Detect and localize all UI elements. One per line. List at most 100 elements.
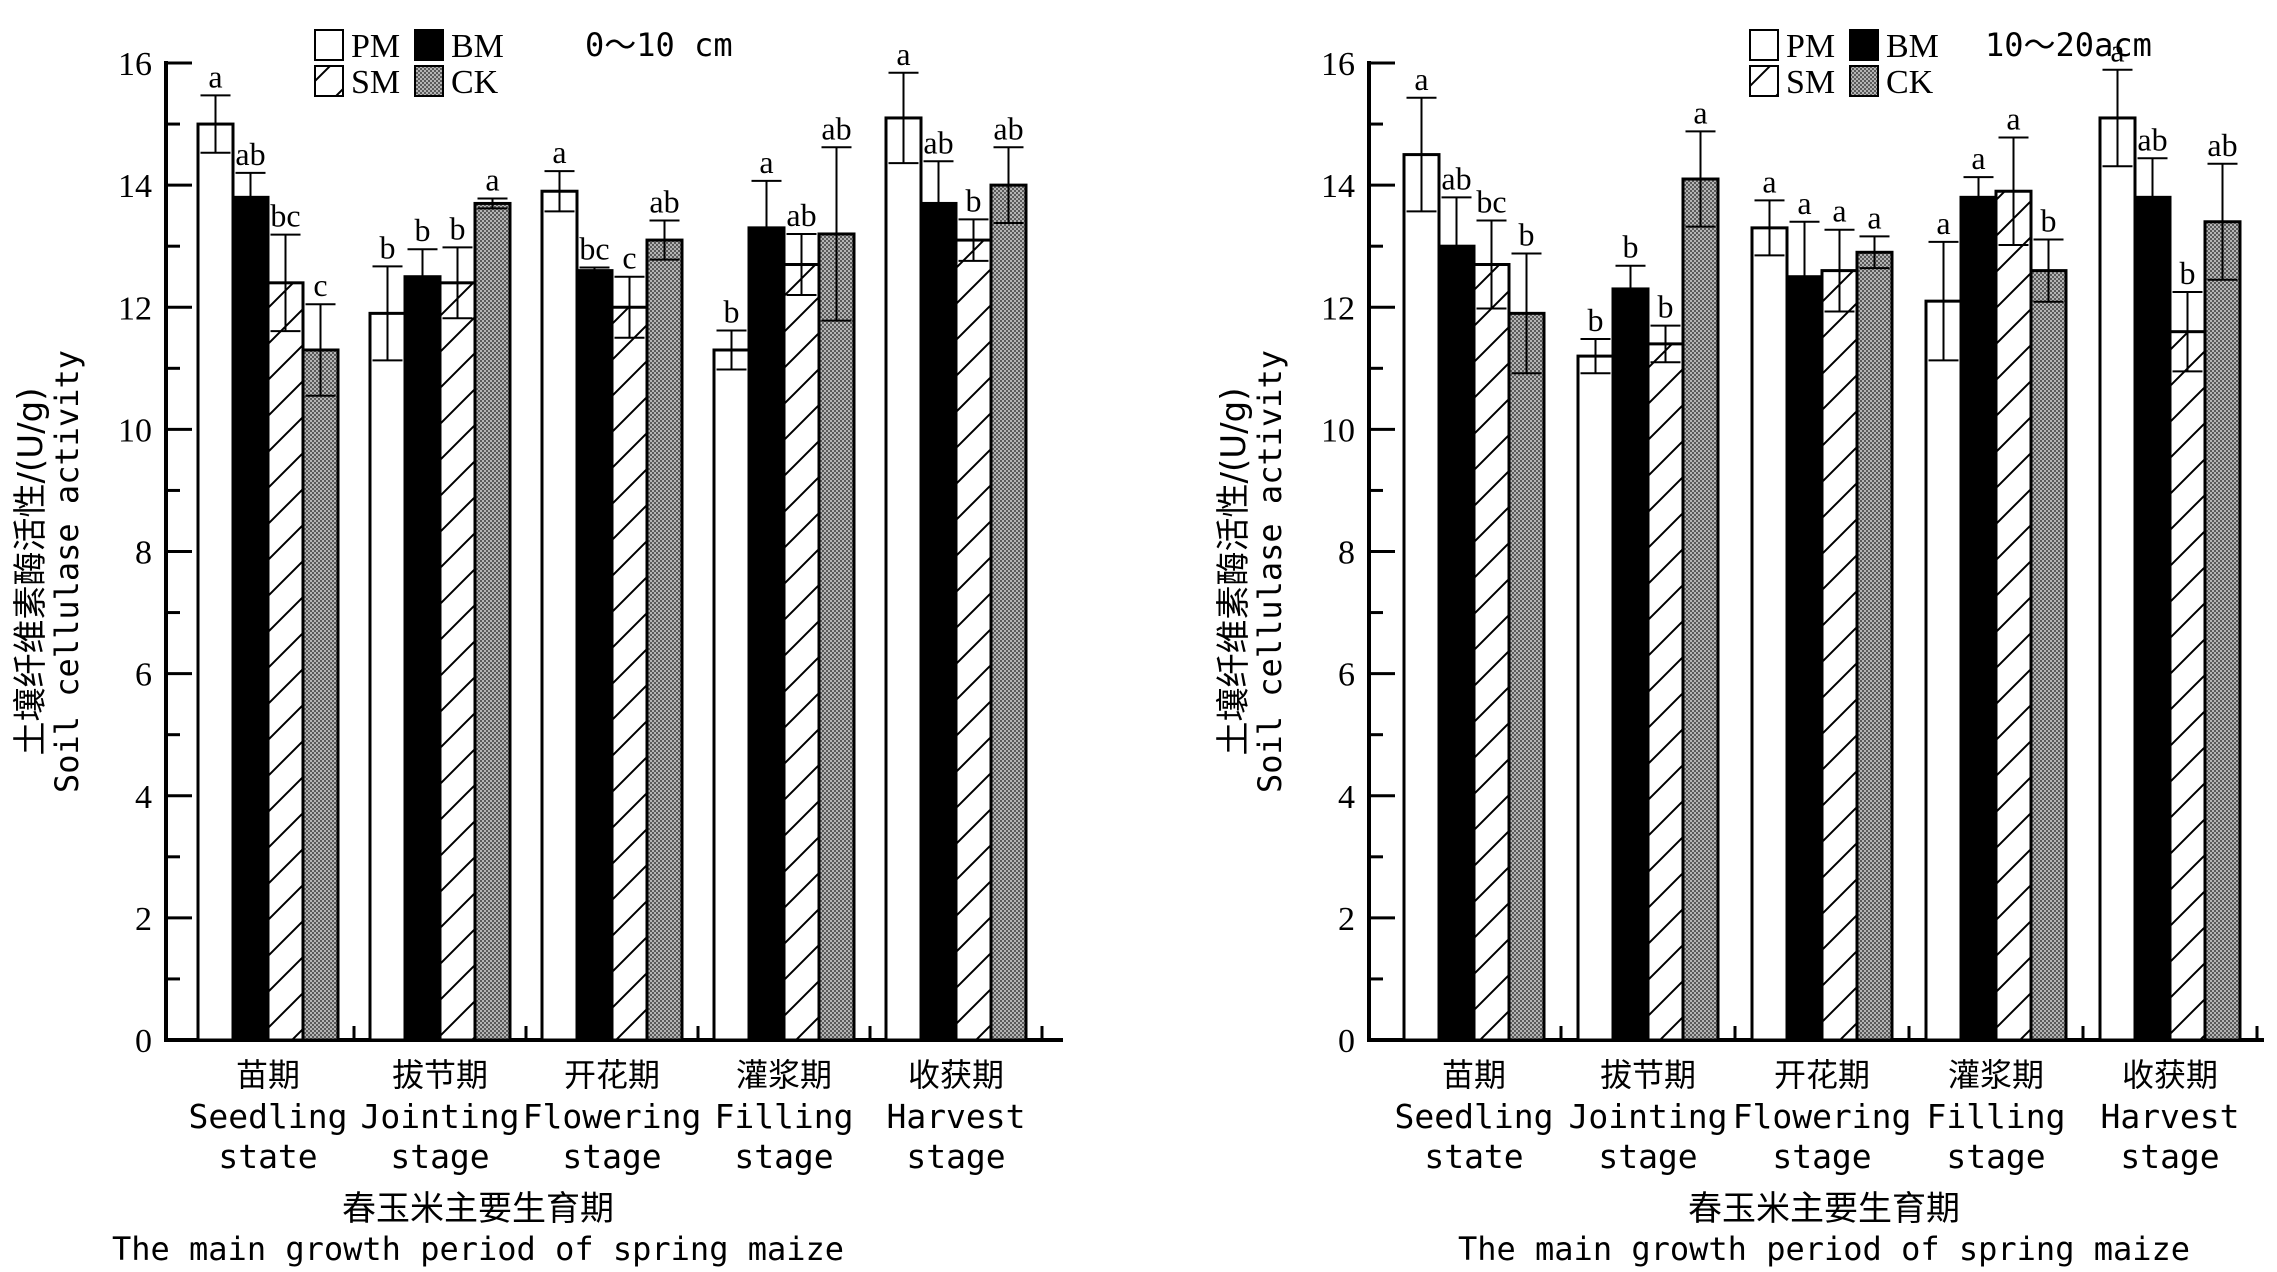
y-tick-label: 8: [135, 535, 152, 572]
chart-title-depth: 0～10 cm: [585, 26, 733, 64]
y-axis-title-cn: 土壤纤维素酶活性/(U/g): [11, 388, 51, 756]
significance-letter: c: [313, 267, 327, 303]
bar-ck: [301, 348, 340, 1042]
y-axis-title: 土壤纤维素酶活性/(U/g)Soil cellulase activity: [1214, 350, 1289, 793]
significance-letter: a: [2110, 33, 2124, 69]
y-axis-title-cn: 土壤纤维素酶活性/(U/g): [1214, 388, 1254, 756]
bar-ck: [2029, 269, 2068, 1042]
y-tick-label: 6: [135, 657, 152, 694]
bar-ck: [989, 183, 1028, 1042]
significance-letter: a: [896, 36, 910, 72]
bar-bm: [1959, 195, 1998, 1042]
x-tick-label-cn: 苗期: [236, 1056, 300, 1094]
significance-letter: ab: [2137, 121, 2167, 157]
x-tick-label-en-2: state: [1424, 1137, 1523, 1176]
x-tick-label-cn: 灌浆期: [736, 1056, 832, 1094]
significance-letter: ab: [2207, 127, 2237, 163]
bar-pm: [712, 348, 751, 1042]
significance-letter: ab: [1441, 160, 1471, 196]
bar-ck: [1681, 177, 1720, 1042]
significance-letter: a: [1693, 94, 1707, 130]
chart-10-20cm: 0 2 4 6 8 10 12 14 16 土壤纤维素酶活性/(U/g)Soil cellulas…: [1214, 26, 2264, 1268]
bar-pm: [196, 122, 235, 1042]
legend-swatch-ck: [1849, 65, 1879, 97]
x-tick-label-en: Seedling: [189, 1097, 348, 1136]
bar-bm: [1611, 287, 1650, 1042]
significance-letter: a: [208, 58, 222, 94]
significance-letter: a: [759, 144, 773, 180]
bar-bm: [2133, 195, 2172, 1042]
significance-letter: b: [1519, 217, 1535, 253]
bar-bm: [575, 269, 614, 1042]
significance-letter: b: [724, 293, 740, 329]
significance-letter: a: [1832, 193, 1846, 229]
significance-letter: a: [1762, 163, 1776, 199]
bar-sm: [1646, 342, 1685, 1042]
legend-swatch-ck: [414, 65, 444, 97]
bar-pm: [1750, 226, 1789, 1042]
bar-sm: [1820, 269, 1859, 1042]
y-tick-label: 10: [118, 412, 152, 449]
bar-ck: [1855, 250, 1894, 1042]
significance-letter: ab: [821, 110, 851, 146]
bar-bm: [231, 195, 270, 1042]
legend-label-bm: BM: [1886, 28, 1939, 65]
significance-letter: ab: [235, 136, 265, 172]
x-tick-label-en-2: stage: [1772, 1137, 1871, 1176]
y-tick-label: 12: [118, 290, 152, 327]
significance-letter: b: [2180, 255, 2196, 291]
bar-sm: [1994, 189, 2033, 1042]
bar-sm: [266, 281, 305, 1042]
significance-letter: b: [380, 229, 396, 265]
x-tick-label-cn: 收获期: [2122, 1056, 2218, 1094]
y-tick-label: 6: [1338, 657, 1355, 694]
legend-label-pm: PM: [1786, 28, 1835, 65]
bar-ck: [817, 232, 856, 1042]
significance-letter: bc: [579, 231, 609, 267]
x-tick-label-cn: 拔节期: [1600, 1056, 1696, 1094]
legend: PM BM SM CK: [314, 28, 504, 101]
bar-pm: [2098, 116, 2137, 1042]
legend-swatch-bm: [1849, 29, 1879, 61]
y-tick-label: 4: [135, 779, 152, 816]
bar-sm: [610, 305, 649, 1042]
x-tick-label-en: Filling: [1926, 1097, 2065, 1136]
legend-swatch-sm: [314, 65, 344, 97]
significance-letter: ab: [993, 110, 1023, 146]
bar-bm: [919, 201, 958, 1042]
y-tick-label: 8: [1338, 535, 1355, 572]
x-tick-label-en-2: stage: [390, 1137, 489, 1176]
significance-letter: bc: [1476, 184, 1506, 220]
significance-letter: a: [1797, 185, 1811, 221]
significance-letter: bc: [270, 198, 300, 234]
bar-pm: [540, 189, 579, 1042]
significance-letter: b: [1588, 302, 1604, 338]
y-tick-label: 14: [118, 168, 152, 205]
x-tick-label-en-2: stage: [2120, 1137, 2219, 1176]
bar-bm: [1785, 275, 1824, 1042]
x-tick-label-en-2: stage: [906, 1137, 1005, 1176]
y-tick-label: 10: [1321, 412, 1355, 449]
chart-title-depth: 10～20acm: [1985, 26, 2152, 64]
x-tick-label-cn: 灌浆期: [1948, 1056, 2044, 1094]
x-tick-label-en-2: stage: [1946, 1137, 2045, 1176]
bar-ck: [645, 238, 684, 1042]
significance-letter: a: [2006, 100, 2020, 136]
legend-swatch-pm: [314, 29, 344, 61]
x-tick-label-en: Seedling: [1395, 1097, 1554, 1136]
bar-sm: [2168, 330, 2207, 1042]
x-tick-label-en: Filling: [714, 1097, 853, 1136]
significance-letter: a: [485, 162, 499, 198]
x-tick-label-en: Flowering: [523, 1097, 702, 1136]
legend-label-sm: SM: [1786, 64, 1835, 101]
x-tick-label-en-2: stage: [734, 1137, 833, 1176]
chart-0-10cm: 0 2 4 6 8 10 12 14 16 土壤纤维素酶活性/(U/g)Soil cellulas…: [11, 26, 1063, 1268]
significance-letter: a: [1414, 61, 1428, 97]
legend-label-sm: SM: [351, 64, 400, 101]
x-tick-label-en-2: stage: [1598, 1137, 1697, 1176]
x-tick-label-en: Harvest: [2100, 1097, 2239, 1136]
y-tick-label: 2: [135, 901, 152, 938]
bar-pm: [1402, 153, 1441, 1042]
y-tick-label: 2: [1338, 901, 1355, 938]
